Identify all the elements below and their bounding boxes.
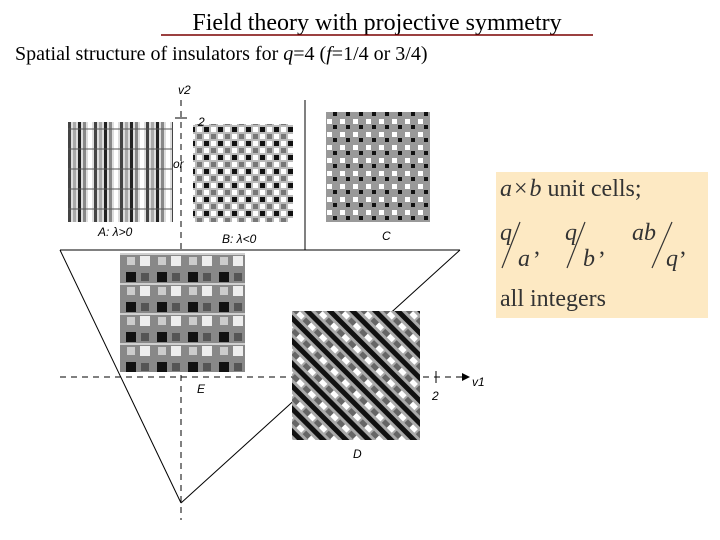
panel-b-image [193,124,293,222]
panel-c-image [326,112,430,222]
separator: , [599,234,605,260]
x-axis-label: v1 [472,375,485,389]
fraction-denominator: b [583,246,595,272]
subtitle: Spatial structure of insulators for q=4 … [15,43,428,65]
separator: , [534,234,540,260]
or-label: or [173,157,185,171]
panel-label: B: λ<0 [222,232,257,246]
box-line: a×b unit cells; [500,176,642,202]
panel-label: E [197,382,206,396]
panel-a-image [68,122,173,222]
separator: , [680,234,686,260]
panel-e-image [120,253,245,372]
fraction-numerator: q [500,220,512,246]
panel-label: C [382,229,391,243]
fraction-bar [501,221,521,269]
fraction-bar [566,221,586,269]
fraction-numerator: ab [632,220,656,246]
fraction-denominator: a [518,246,530,272]
x-tick-label: 2 [431,389,439,403]
figure [59,100,470,520]
y-tick-label: 2 [197,115,205,129]
info-box: a×b unit cells; qa ,qb ,abq, all integers [496,172,708,318]
fraction-bar [651,221,673,269]
title: Field theory with projective symmetry [192,10,561,36]
y-axis-label: v2 [178,83,191,97]
panel-d-image [292,311,420,440]
fraction-numerator: q [565,220,577,246]
box-line: all integers [500,286,606,312]
panel-label: D [353,447,362,461]
panel-label: A: λ>0 [97,225,133,239]
fraction-denominator: q [666,246,678,272]
